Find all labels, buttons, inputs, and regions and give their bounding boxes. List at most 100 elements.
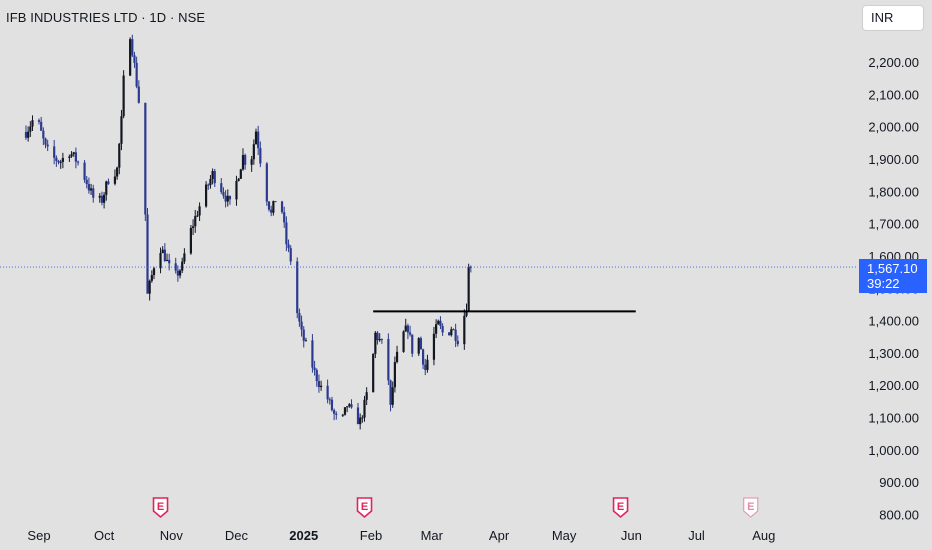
candle-body — [133, 55, 136, 63]
candle — [181, 257, 184, 274]
candle-body — [85, 179, 88, 185]
candle-body — [40, 121, 43, 131]
candle-body — [70, 154, 73, 157]
candle-body — [89, 188, 93, 191]
candle-body — [146, 214, 149, 294]
candle-body — [376, 332, 379, 341]
candle — [365, 387, 368, 406]
candle-body — [163, 249, 166, 261]
y-tick-label: 800.00 — [879, 508, 919, 523]
candle — [241, 148, 245, 171]
candle-body — [285, 222, 288, 245]
candle-body — [300, 321, 303, 330]
y-tick-label: 1,200.00 — [868, 378, 919, 393]
candle — [148, 279, 151, 301]
candle — [252, 139, 255, 165]
candle-body — [372, 353, 375, 393]
candle-body — [241, 155, 245, 170]
candle-body — [315, 370, 318, 382]
candle — [328, 397, 331, 405]
candle — [44, 137, 47, 149]
candle — [320, 380, 323, 391]
candle — [463, 309, 466, 350]
candle-body — [74, 152, 77, 162]
candle-body — [469, 266, 472, 268]
candle — [196, 210, 199, 218]
candle — [85, 175, 88, 189]
candle — [191, 219, 195, 236]
candle-body — [296, 261, 299, 314]
candle — [87, 177, 91, 194]
earnings-icon: E — [356, 497, 373, 519]
candle — [207, 183, 210, 190]
candle — [287, 239, 290, 253]
candle-body — [274, 201, 277, 203]
candle-body — [204, 184, 208, 207]
currency-button[interactable]: INR — [862, 5, 924, 31]
candle-body — [411, 334, 414, 354]
candle — [120, 109, 123, 151]
candle — [465, 303, 468, 318]
candle-body — [137, 86, 140, 103]
candle — [144, 102, 147, 222]
candle-body — [116, 167, 119, 177]
candle-body — [463, 315, 466, 345]
candle-body — [191, 226, 195, 228]
y-tick-label: 2,200.00 — [868, 55, 919, 70]
candle-body — [326, 385, 329, 400]
candle — [285, 216, 288, 252]
candle-body — [24, 132, 28, 138]
candle-body — [159, 253, 162, 269]
candle — [311, 334, 314, 373]
candle — [113, 169, 117, 186]
time-axis: Sep Oct Nov Dec 2025 Feb Mar Apr May Jun Jul Aug — [27, 528, 775, 543]
candle-body — [265, 163, 268, 202]
candle — [393, 356, 396, 393]
candle-body — [209, 179, 212, 186]
candle-body — [228, 195, 232, 200]
candle — [456, 335, 459, 347]
candle-body — [213, 171, 216, 184]
y-tick-label: 1,300.00 — [868, 346, 919, 361]
candle — [341, 413, 344, 418]
candle-body — [391, 387, 394, 405]
candle — [387, 333, 390, 386]
candle-body — [194, 216, 197, 227]
candle — [376, 331, 379, 345]
candle-body — [320, 385, 323, 388]
candle — [257, 125, 260, 156]
candle — [452, 328, 455, 331]
candle-body — [378, 338, 381, 341]
candle — [189, 224, 192, 255]
candle-body — [239, 169, 242, 179]
candle-body — [174, 263, 177, 271]
candle — [424, 358, 427, 376]
candle-body — [226, 195, 229, 202]
candle — [228, 195, 232, 205]
candle-body — [313, 367, 316, 371]
candle-body — [304, 340, 308, 342]
candle — [346, 406, 349, 413]
x-tick-label: Mar — [421, 528, 444, 543]
candle — [61, 152, 64, 169]
candle — [89, 183, 93, 195]
candle-body — [311, 340, 314, 368]
candle-body — [259, 148, 262, 164]
candle — [116, 166, 119, 180]
candle — [165, 253, 169, 262]
x-tick-label: Jun — [621, 528, 642, 543]
candle-body — [454, 329, 457, 341]
candle-body — [165, 259, 169, 261]
candle — [107, 178, 110, 185]
candle-body — [387, 338, 390, 381]
candle — [209, 175, 212, 189]
candle-body — [317, 381, 321, 388]
candle — [289, 245, 292, 265]
candle — [74, 147, 77, 169]
candle-body — [467, 266, 470, 311]
candle-body — [72, 152, 75, 155]
y-tick-label: 1,700.00 — [868, 217, 919, 232]
earnings-icon-letter: E — [157, 501, 164, 513]
candle — [270, 205, 273, 217]
